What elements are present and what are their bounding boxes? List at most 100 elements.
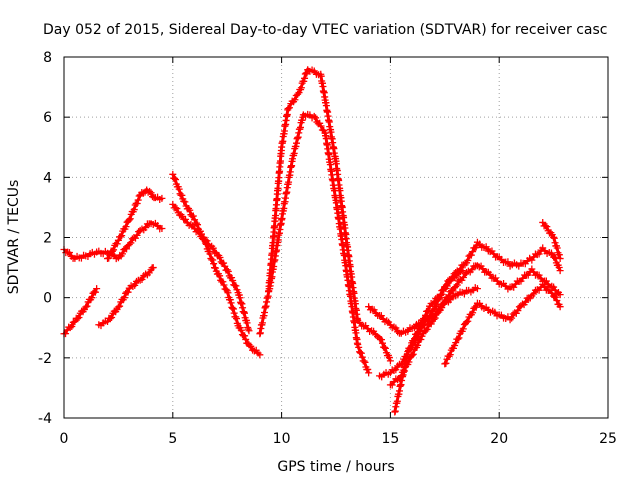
series-trace-13	[391, 267, 466, 416]
series-trace-2	[104, 186, 166, 263]
series-line	[258, 112, 371, 374]
data-point	[158, 194, 166, 202]
data-point	[445, 292, 453, 300]
data-point	[443, 282, 451, 290]
data-point	[126, 215, 134, 223]
data-point	[556, 291, 564, 299]
y-axis-title: SDTVAR / TECUs	[6, 180, 22, 295]
data-point	[555, 264, 563, 272]
data-point	[453, 281, 461, 289]
data-point	[301, 70, 309, 78]
data-point	[134, 196, 142, 204]
data-point	[147, 189, 155, 197]
data-point	[195, 228, 203, 236]
y-tick-label: 0	[43, 291, 52, 307]
data-point	[226, 296, 234, 304]
y-tick-label: 2	[43, 231, 52, 247]
data-point	[175, 185, 183, 193]
data-point	[422, 311, 430, 319]
data-point	[83, 302, 91, 310]
chart-title: Day 052 of 2015, Sidereal Day-to-day VTE…	[43, 22, 607, 38]
data-point	[452, 283, 460, 291]
data-point	[547, 249, 555, 257]
data-point	[127, 239, 135, 247]
data-points	[60, 66, 564, 416]
data-point	[232, 282, 240, 290]
data-point	[425, 306, 433, 314]
data-point	[135, 192, 143, 200]
data-point	[392, 366, 400, 374]
data-point	[116, 302, 124, 310]
data-point	[429, 300, 437, 308]
data-point	[247, 342, 255, 350]
data-point	[108, 247, 116, 255]
data-point	[125, 216, 133, 224]
data-point	[430, 315, 438, 323]
data-point	[355, 343, 363, 351]
data-point	[65, 249, 73, 257]
data-point	[300, 77, 308, 85]
data-point	[105, 254, 113, 262]
data-point	[509, 310, 517, 318]
data-point	[181, 215, 189, 223]
y-tick-label: 6	[43, 110, 52, 126]
y-tick-label: -4	[38, 411, 52, 427]
data-point	[432, 295, 440, 303]
data-point	[550, 233, 558, 241]
data-point	[442, 359, 450, 367]
data-point	[464, 256, 472, 264]
data-point	[381, 344, 389, 352]
data-point	[233, 315, 241, 323]
data-point	[459, 325, 467, 333]
data-point	[241, 332, 249, 340]
data-point	[216, 253, 224, 261]
data-point	[194, 221, 202, 229]
data-point	[460, 290, 468, 298]
data-point	[365, 369, 373, 377]
data-point	[211, 264, 219, 272]
data-point	[69, 318, 77, 326]
data-point	[471, 244, 479, 252]
data-point	[82, 303, 90, 311]
data-point	[556, 267, 564, 275]
data-point	[291, 96, 299, 104]
x-tick-label: 5	[168, 431, 177, 447]
data-point	[436, 291, 444, 299]
data-point	[310, 112, 318, 120]
data-point	[535, 250, 543, 258]
data-point	[125, 240, 133, 248]
data-point	[473, 285, 481, 293]
data-point	[421, 315, 429, 323]
data-point	[237, 326, 245, 334]
data-point	[414, 341, 422, 349]
data-point	[506, 316, 514, 324]
data-point	[93, 285, 101, 293]
data-point	[120, 294, 128, 302]
data-point	[301, 74, 309, 82]
data-point	[138, 275, 146, 283]
data-point	[438, 290, 446, 298]
data-point	[118, 250, 126, 258]
data-point	[106, 315, 114, 323]
series-trace-8	[265, 66, 394, 365]
data-point	[550, 234, 558, 242]
data-point	[361, 358, 369, 366]
x-tick-label: 15	[381, 431, 399, 447]
data-point	[209, 256, 217, 264]
data-point	[194, 227, 202, 235]
data-point	[436, 305, 444, 313]
data-point	[430, 299, 438, 307]
data-point	[414, 329, 422, 337]
data-point	[206, 243, 214, 251]
data-point	[284, 104, 292, 112]
data-point	[476, 299, 484, 307]
data-point	[458, 267, 466, 275]
data-point	[131, 281, 139, 289]
data-point	[406, 344, 414, 352]
x-axis-title: GPS time / hours	[277, 459, 394, 475]
data-point	[123, 245, 131, 253]
data-point	[357, 349, 365, 357]
data-point	[479, 265, 487, 273]
data-point	[556, 255, 564, 263]
data-point	[356, 318, 364, 326]
